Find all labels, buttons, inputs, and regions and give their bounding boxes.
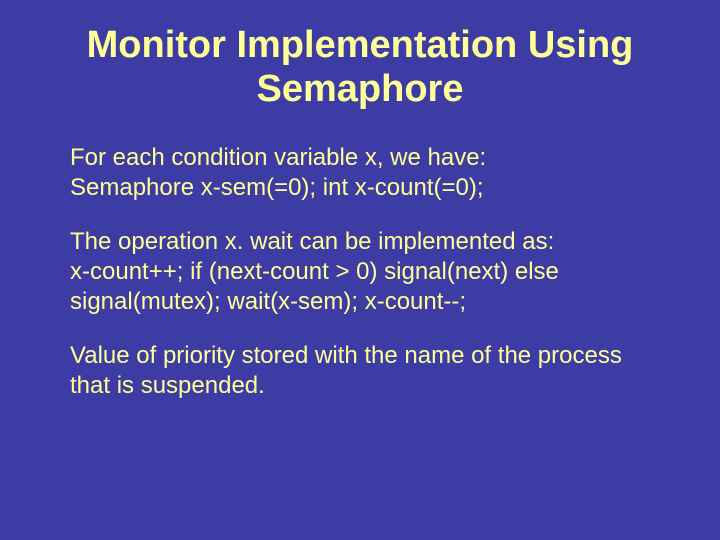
paragraph-1-line-1: For each condition variable x, we have: — [70, 144, 486, 171]
slide-container: Monitor Implementation Using Semaphore F… — [0, 0, 720, 540]
slide-title: Monitor Implementation Using Semaphore — [60, 24, 660, 111]
paragraph-2: The operation x. wait can be implemented… — [70, 227, 660, 317]
paragraph-3-line-1: Value of priority stored with the name o… — [70, 342, 622, 399]
paragraph-1-line-2: Semaphore x-sem(=0); int x-count(=0); — [70, 174, 484, 201]
paragraph-1: For each condition variable x, we have: … — [70, 143, 660, 203]
paragraph-2-line-2: x-count++; if (next-count > 0) signal(ne… — [70, 258, 559, 315]
paragraph-2-line-1: The operation x. wait can be implemented… — [70, 228, 554, 255]
paragraph-3: Value of priority stored with the name o… — [70, 341, 660, 401]
slide-content: For each condition variable x, we have: … — [60, 143, 660, 401]
